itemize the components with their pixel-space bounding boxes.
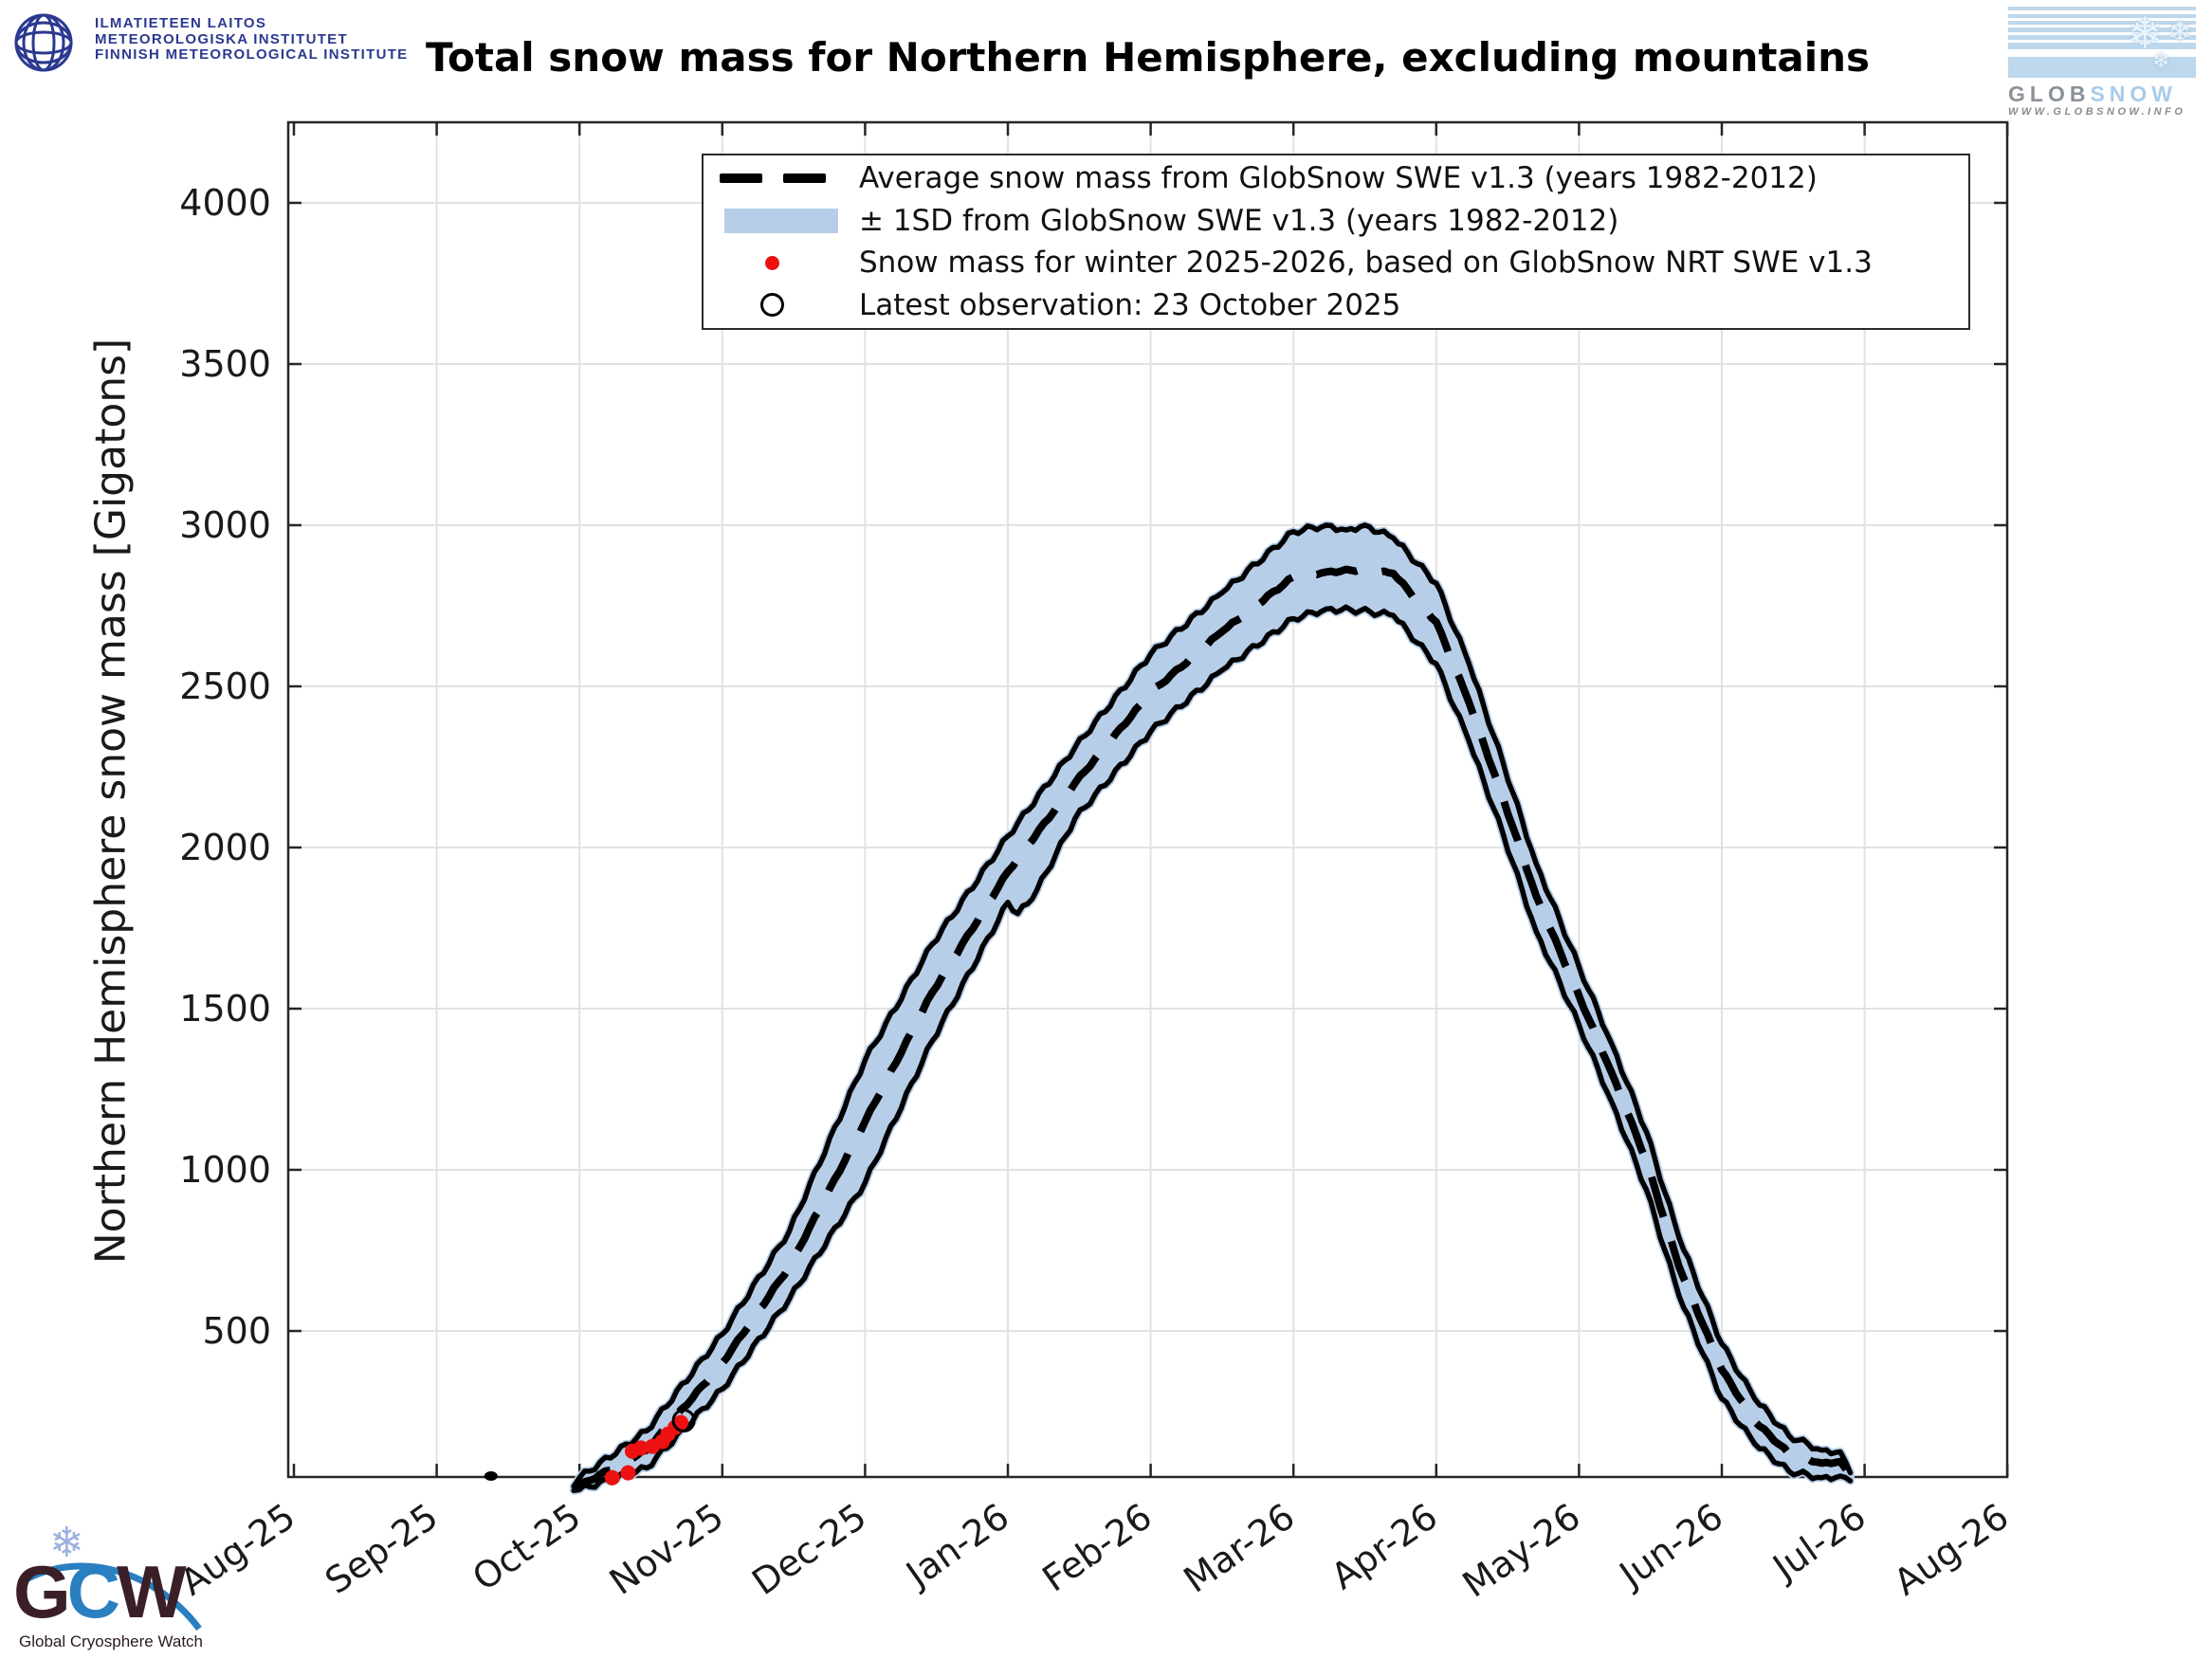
legend-label: ± 1SD from GlobSnow SWE v1.3 (years 1982… <box>859 203 1619 238</box>
gcw-letter-g: G <box>13 1550 71 1633</box>
snowflake-icon: ❄ <box>2152 49 2170 73</box>
dashed-line-marker <box>704 173 848 184</box>
latest-observation-marker <box>671 1409 696 1433</box>
y-tick-label: 3000 <box>179 504 271 546</box>
y-tick-label: 500 <box>202 1310 271 1352</box>
y-tick-label: 2500 <box>179 665 271 707</box>
x-tick-label: Apr-26 <box>1324 1495 1445 1597</box>
y-tick-label: 1500 <box>179 988 271 1030</box>
band-upper-edge <box>571 522 1854 1489</box>
x-tick-label: Nov-25 <box>602 1495 731 1603</box>
y-tick-label: 1000 <box>179 1149 271 1191</box>
legend-row-latest-observation: Latest observation: 23 October 2025 <box>704 286 1968 324</box>
legend-label: Average snow mass from GlobSnow SWE v1.3… <box>859 161 1818 196</box>
band-lower-edge <box>571 604 1854 1494</box>
current-season-dot <box>673 1414 689 1431</box>
y-tick-label: 2000 <box>179 827 271 868</box>
legend-label: Latest observation: 23 October 2025 <box>859 287 1401 322</box>
snowflake-icon: ❄ <box>2167 15 2192 49</box>
globsnow-url: WWW.GLOBSNOW.INFO <box>2008 106 2186 118</box>
plot-frame <box>286 120 2009 1479</box>
gcw-letter-c: C <box>66 1550 120 1633</box>
legend-label: Snow mass for winter 2025-2026, based on… <box>859 246 1873 281</box>
x-tick-label: Jan-26 <box>897 1495 1016 1595</box>
globsnow-wordmark: GLOBSNOW <box>2008 82 2203 107</box>
chart-legend: Average snow mass from GlobSnow SWE v1.3… <box>702 154 1970 330</box>
gcw-letter-w: W <box>117 1550 187 1633</box>
gcw-wordmark: GCW <box>13 1555 187 1629</box>
snowflake-icon: ❄ <box>49 1519 84 1567</box>
globsnow-stripe <box>2008 27 2196 32</box>
gcw-logo: ❄ GCW Global Cryosphere Watch <box>9 1517 256 1659</box>
globsnow-logo: ❄ ❄ ❄ GLOBSNOW WWW.GLOBSNOW.INFO <box>2008 4 2203 118</box>
globsnow-stripe <box>2008 21 2196 25</box>
legend-row-band: ± 1SD from GlobSnow SWE v1.3 (years 1982… <box>704 202 1968 240</box>
chart-title: Total snow mass for Northern Hemisphere,… <box>425 34 1871 81</box>
x-tick-label: Dec-25 <box>744 1495 873 1603</box>
globsnow-stripe <box>2008 43 2196 49</box>
mean-line <box>572 565 1854 1493</box>
globsnow-stripe <box>2008 35 2196 40</box>
x-tick-label: Jun-26 <box>1611 1495 1730 1596</box>
fmi-name-sv: METEOROLOGISKA INSTITUTET <box>95 30 348 47</box>
fmi-name-en: FINNISH METEOROLOGICAL INSTITUTE <box>95 46 409 63</box>
legend-row-current-winter: Snow mass for winter 2025-2026, based on… <box>704 244 1968 282</box>
gcw-caption: Global Cryosphere Watch <box>19 1632 204 1650</box>
gcw-swoosh-icon <box>21 1562 202 1632</box>
legend-row-average: Average snow mass from GlobSnow SWE v1.3… <box>704 159 1968 197</box>
fmi-name-fi: ILMATIETEEN LAITOS <box>95 15 267 31</box>
x-tick-label: Aug-26 <box>1887 1495 2017 1603</box>
current-season-dot <box>632 1440 649 1456</box>
fmi-logo: ILMATIETEEN LAITOS METEOROLOGISKA INSTIT… <box>8 6 409 82</box>
snowflake-icon: ❄ <box>2127 8 2164 59</box>
current-season-dot <box>604 1469 620 1486</box>
globsnow-stripe <box>2008 14 2196 18</box>
fmi-globe-icon <box>14 13 73 72</box>
globsnow-wordmark-snow: SNOW <box>2090 82 2178 106</box>
x-tick-label: Sep-25 <box>318 1495 446 1602</box>
red-dot-marker <box>704 255 848 270</box>
x-tick-label: Feb-26 <box>1035 1495 1160 1599</box>
y-tick-label: 4000 <box>179 182 271 224</box>
x-tick-label: Mar-26 <box>1177 1495 1303 1600</box>
globsnow-wordmark-glob: GLOB <box>2008 82 2091 106</box>
band-marker <box>704 208 848 233</box>
x-tick-label: Oct-25 <box>465 1495 588 1598</box>
y-tick-label: 3500 <box>179 343 271 385</box>
mean-start-blob <box>484 1471 498 1481</box>
x-tick-label: May-26 <box>1455 1495 1588 1605</box>
globsnow-stripe <box>2008 57 2196 78</box>
fmi-institute-names: ILMATIETEEN LAITOS METEOROLOGISKA INSTIT… <box>95 15 409 64</box>
x-tick-label: Jul-26 <box>1764 1495 1873 1589</box>
globsnow-stripe <box>2008 7 2196 10</box>
current-season-dot <box>620 1465 636 1481</box>
open-circle-marker <box>704 293 848 318</box>
